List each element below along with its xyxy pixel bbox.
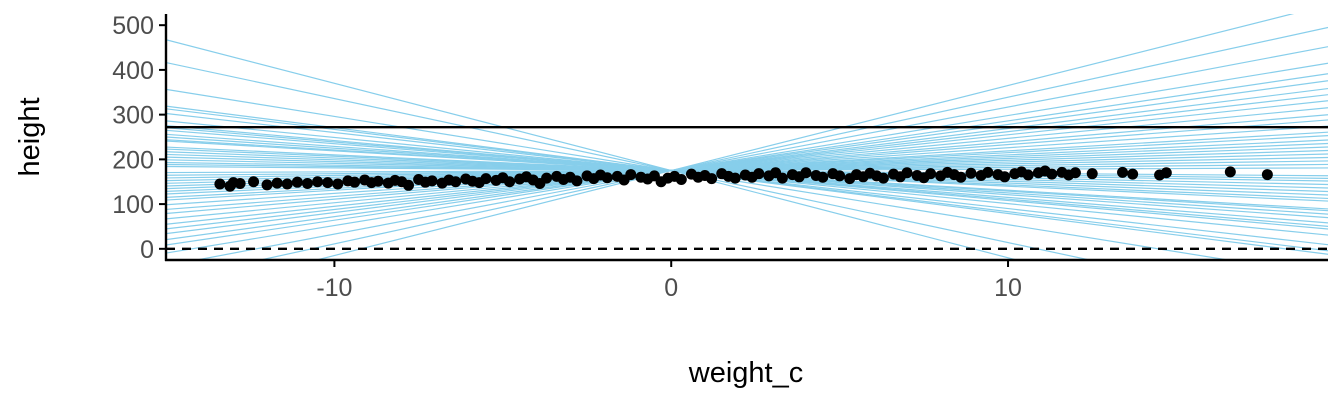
data-points: [214, 165, 1273, 192]
data-point: [800, 167, 812, 179]
prior-line: [166, 100, 1328, 225]
data-point: [1261, 169, 1273, 181]
data-point: [426, 175, 438, 187]
data-point: [1160, 167, 1172, 179]
data-point: [753, 168, 765, 180]
y-tick-label: 200: [112, 146, 154, 174]
data-point: [999, 171, 1011, 183]
data-point: [271, 177, 283, 189]
data-point: [817, 171, 829, 183]
data-point: [450, 176, 462, 188]
prior-line: [166, 125, 1328, 206]
data-point: [877, 172, 889, 184]
data-point: [541, 172, 553, 184]
data-point: [291, 176, 303, 188]
data-point: [349, 176, 361, 188]
prior-line: [166, 94, 1328, 230]
data-point: [480, 173, 492, 185]
x-axis-title: weight_c: [688, 357, 803, 389]
data-point: [504, 176, 516, 188]
x-tick-label: -10: [316, 274, 352, 302]
data-point: [625, 169, 637, 181]
data-point: [955, 171, 967, 183]
prior-line: [166, 62, 1328, 254]
data-point: [1046, 168, 1058, 180]
prior-line: [166, 88, 1232, 260]
data-point: [261, 179, 273, 191]
prior-line: [166, 114, 1328, 215]
data-point: [571, 175, 583, 187]
y-tick-label: 300: [112, 102, 154, 130]
y-axis-ticks: 0 100 200 300 400 500: [112, 12, 166, 264]
data-point: [372, 175, 384, 187]
data-point: [601, 172, 613, 184]
data-point: [403, 179, 415, 191]
y-axis-title: height: [14, 97, 46, 176]
data-point: [322, 177, 334, 189]
prior-line: [166, 80, 1328, 241]
data-point: [234, 178, 246, 190]
prior-line: [257, 26, 1328, 260]
data-point: [1127, 168, 1139, 180]
data-point: [248, 176, 260, 188]
y-tick-label: 400: [112, 57, 154, 85]
data-point: [214, 178, 226, 190]
data-point: [729, 172, 741, 184]
data-point: [281, 178, 293, 190]
prior-line: [166, 73, 1328, 246]
prior-line: [166, 131, 1328, 201]
prior-line: [166, 87, 1328, 235]
data-point: [1086, 168, 1098, 180]
y-tick-label: 0: [140, 236, 154, 264]
data-point: [301, 178, 313, 190]
prior-line: [166, 39, 1020, 260]
y-tick-label: 500: [112, 12, 154, 40]
data-point: [312, 176, 324, 188]
data-point: [925, 168, 937, 180]
data-point: [776, 172, 788, 184]
prior-line: [193, 46, 1328, 260]
data-point: [1022, 169, 1034, 181]
prior-line: [166, 119, 1328, 211]
x-axis-ticks: -10 0 10: [316, 260, 1022, 302]
reference-lines: [166, 125, 1328, 251]
data-point: [834, 170, 846, 182]
x-tick-label: 0: [664, 274, 678, 302]
prior-line: [166, 61, 1093, 260]
y-tick-label: 100: [112, 191, 154, 219]
data-point: [982, 166, 994, 178]
data-point: [1224, 166, 1236, 178]
data-point: [1069, 167, 1081, 179]
data-point: [965, 167, 977, 179]
data-point: [706, 173, 718, 185]
x-tick-label: 10: [994, 274, 1022, 302]
data-point: [675, 173, 687, 185]
data-point: [332, 178, 344, 190]
data-point: [1117, 166, 1129, 178]
data-point: [901, 167, 913, 179]
